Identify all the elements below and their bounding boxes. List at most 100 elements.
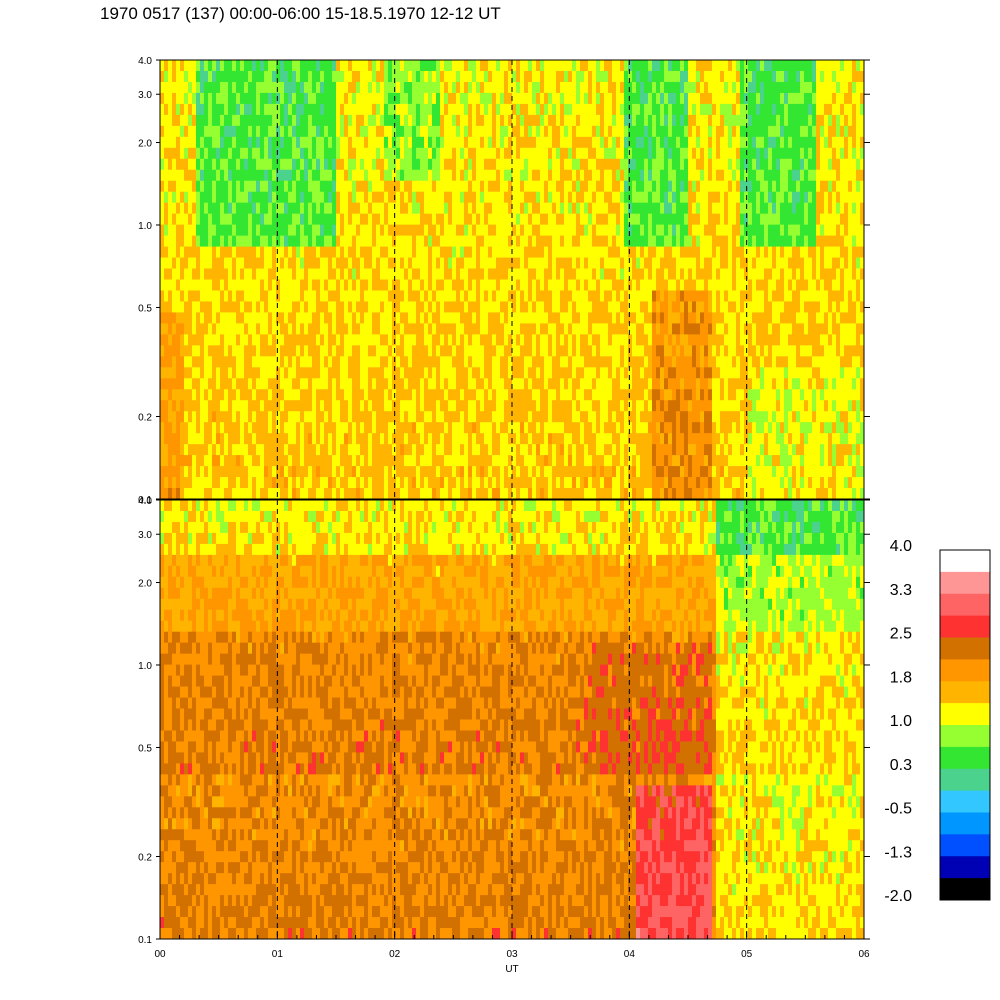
heatmap-cell	[644, 103, 649, 116]
heatmap-cell	[208, 202, 213, 215]
heatmap-cell	[460, 136, 465, 149]
heatmap-cell	[184, 92, 189, 105]
heatmap-cell	[328, 268, 333, 281]
heatmap-cell	[604, 81, 609, 94]
heatmap-cell	[616, 60, 621, 72]
heatmap-cell	[420, 400, 425, 412]
heatmap-cell	[232, 70, 237, 83]
heatmap-cell	[384, 367, 389, 379]
heatmap-cell	[636, 444, 641, 456]
heatmap-cell	[304, 158, 309, 171]
heatmap-cell	[168, 345, 173, 357]
heatmap-cell	[624, 136, 629, 149]
heatmap-cell	[484, 433, 489, 445]
heatmap-cell	[288, 389, 293, 401]
heatmap-cell	[448, 92, 453, 105]
heatmap-cell	[356, 488, 361, 499]
heatmap-cell	[588, 345, 593, 357]
heatmap-cell	[612, 235, 617, 248]
heatmap-cell	[656, 422, 661, 434]
heatmap-cell	[440, 455, 445, 467]
heatmap-cell	[648, 433, 653, 445]
heatmap-cell	[168, 323, 173, 335]
heatmap-cell	[296, 323, 301, 335]
heatmap-cell	[360, 279, 365, 292]
heatmap-cell	[244, 235, 249, 248]
heatmap-cell	[264, 356, 269, 368]
heatmap-cell	[260, 191, 265, 204]
heatmap-cell	[648, 103, 653, 116]
heatmap-cell	[428, 125, 433, 138]
heatmap-cell	[304, 356, 309, 368]
heatmap-cell	[408, 323, 413, 335]
heatmap-cell	[620, 411, 625, 423]
heatmap-cell	[572, 389, 577, 401]
heatmap-cell	[236, 169, 241, 182]
heatmap-cell	[648, 422, 653, 434]
heatmap-cell	[192, 279, 197, 292]
heatmap-cell	[584, 180, 589, 193]
heatmap-cell	[448, 191, 453, 204]
heatmap-cell	[516, 147, 521, 160]
heatmap-cell	[320, 191, 325, 204]
heatmap-cell	[644, 246, 649, 259]
heatmap-cell	[536, 323, 541, 335]
heatmap-cell	[248, 136, 253, 149]
heatmap-cell	[332, 356, 337, 368]
heatmap-cell	[480, 257, 485, 270]
heatmap-cell	[632, 224, 637, 237]
heatmap-cell	[464, 290, 469, 303]
heatmap-cell	[312, 279, 317, 292]
heatmap-cell	[352, 290, 357, 303]
heatmap-cell	[448, 235, 453, 248]
heatmap-cell	[612, 169, 617, 182]
heatmap-cell	[504, 323, 509, 335]
heatmap-cell	[624, 312, 629, 324]
heatmap-cell	[432, 279, 437, 292]
heatmap-cell	[580, 158, 585, 171]
heatmap-cell	[240, 213, 245, 226]
heatmap-cell	[380, 136, 385, 149]
heatmap-cell	[440, 400, 445, 412]
heatmap-cell	[436, 378, 441, 390]
heatmap-cell	[216, 125, 221, 138]
heatmap-cell	[164, 400, 169, 412]
heatmap-cell	[408, 455, 413, 467]
heatmap-cell	[364, 257, 369, 270]
heatmap-cell	[492, 323, 497, 335]
heatmap-cell	[328, 202, 333, 215]
heatmap-cell	[588, 411, 593, 423]
heatmap-cell	[408, 301, 413, 314]
heatmap-cell	[296, 444, 301, 456]
heatmap-cell	[220, 158, 225, 171]
heatmap-cell	[460, 224, 465, 237]
heatmap-cell	[188, 70, 193, 83]
heatmap-cell	[196, 202, 201, 215]
heatmap-cell	[220, 103, 225, 116]
heatmap-cell	[456, 356, 461, 368]
heatmap-cell	[176, 345, 181, 357]
heatmap-cell	[372, 70, 377, 83]
heatmap-cell	[184, 312, 189, 324]
heatmap-cell	[324, 235, 329, 248]
heatmap-cell	[296, 246, 301, 259]
heatmap-cell	[252, 147, 257, 160]
heatmap-cell	[200, 125, 205, 138]
heatmap-cell	[408, 114, 413, 127]
heatmap-cell	[460, 169, 465, 182]
heatmap-cell	[504, 301, 509, 314]
heatmap-cell	[376, 92, 381, 105]
heatmap-cell	[328, 312, 333, 324]
heatmap-cell	[280, 235, 285, 248]
heatmap-cell	[556, 400, 561, 412]
heatmap-cell	[520, 290, 525, 303]
heatmap-cell	[360, 422, 365, 434]
heatmap-cell	[304, 422, 309, 434]
heatmap-cell	[544, 246, 549, 259]
heatmap-cell	[292, 433, 297, 445]
heatmap-cell	[648, 202, 653, 215]
heatmap-cell	[164, 202, 169, 215]
heatmap-cell	[304, 411, 309, 423]
heatmap-cell	[624, 411, 629, 423]
heatmap-cell	[328, 422, 333, 434]
